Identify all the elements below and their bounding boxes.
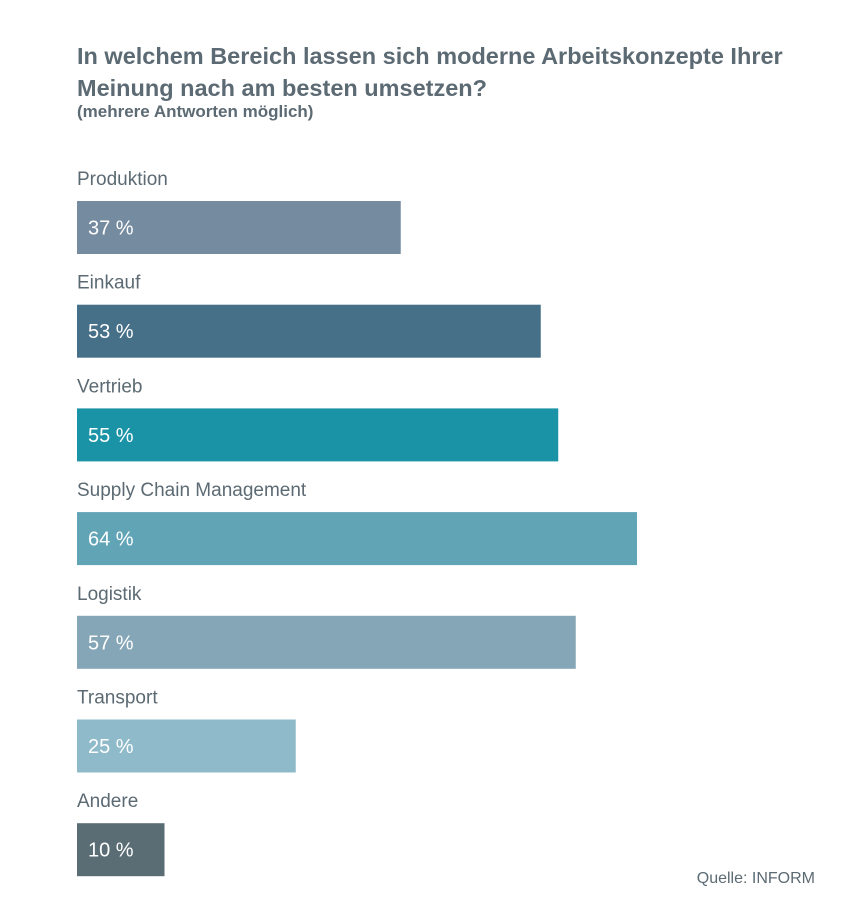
bar-einkauf <box>77 304 541 358</box>
category-label-logistik: Logistik <box>77 584 142 605</box>
bar-transport <box>77 719 296 773</box>
chart-title: In welchem Bereich lassen sich moderne A… <box>77 43 783 101</box>
bar-andere <box>77 823 165 877</box>
value-label-supply-chain-management: 64 % <box>88 529 134 551</box>
category-label-andere: Andere <box>77 791 138 812</box>
chart-subtitle: (mehrere Antworten möglich) <box>77 102 314 121</box>
bar-supply-chain-management <box>77 512 637 566</box>
value-label-andere: 10 % <box>88 840 134 862</box>
value-label-transport: 25 % <box>88 736 134 758</box>
value-label-produktion: 37 % <box>88 218 134 240</box>
value-label-logistik: 57 % <box>88 632 134 654</box>
category-label-supply-chain-management: Supply Chain Management <box>77 480 307 501</box>
source-note: Quelle: INFORM <box>696 870 815 887</box>
value-label-einkauf: 53 % <box>88 321 134 343</box>
category-label-produktion: Produktion <box>77 169 168 190</box>
value-label-vertrieb: 55 % <box>88 425 134 447</box>
bar-vertrieb <box>77 408 559 462</box>
category-label-transport: Transport <box>77 688 158 709</box>
category-label-vertrieb: Vertrieb <box>77 376 142 397</box>
category-label-einkauf: Einkauf <box>77 273 141 294</box>
bar-logistik <box>77 615 576 669</box>
bar-produktion <box>77 201 401 254</box>
